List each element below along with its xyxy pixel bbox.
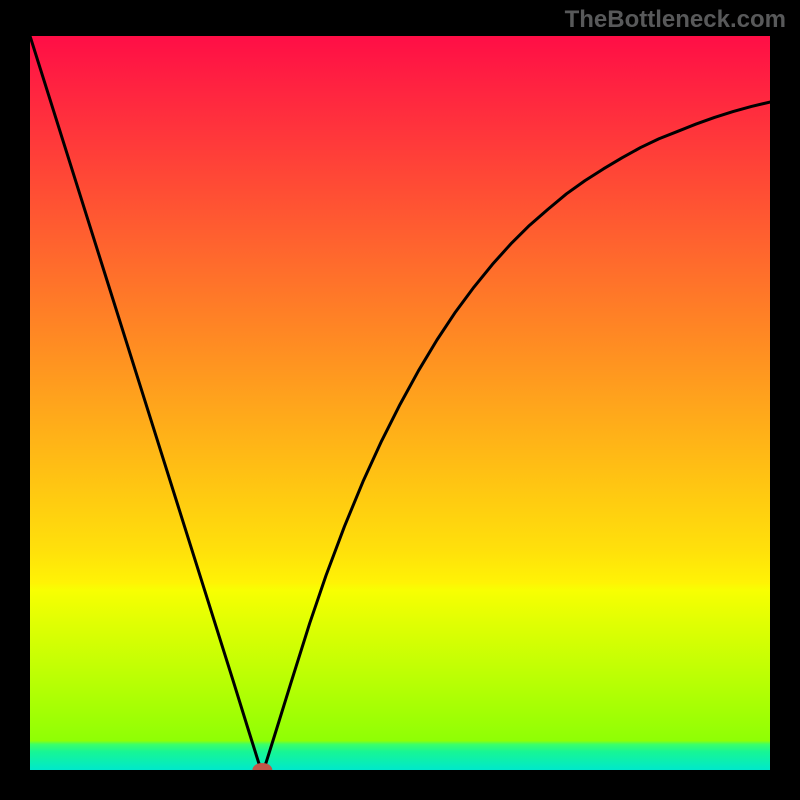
watermark-label: TheBottleneck.com (565, 6, 786, 34)
chart-svg (30, 36, 770, 770)
chart-plot-area (30, 36, 770, 770)
